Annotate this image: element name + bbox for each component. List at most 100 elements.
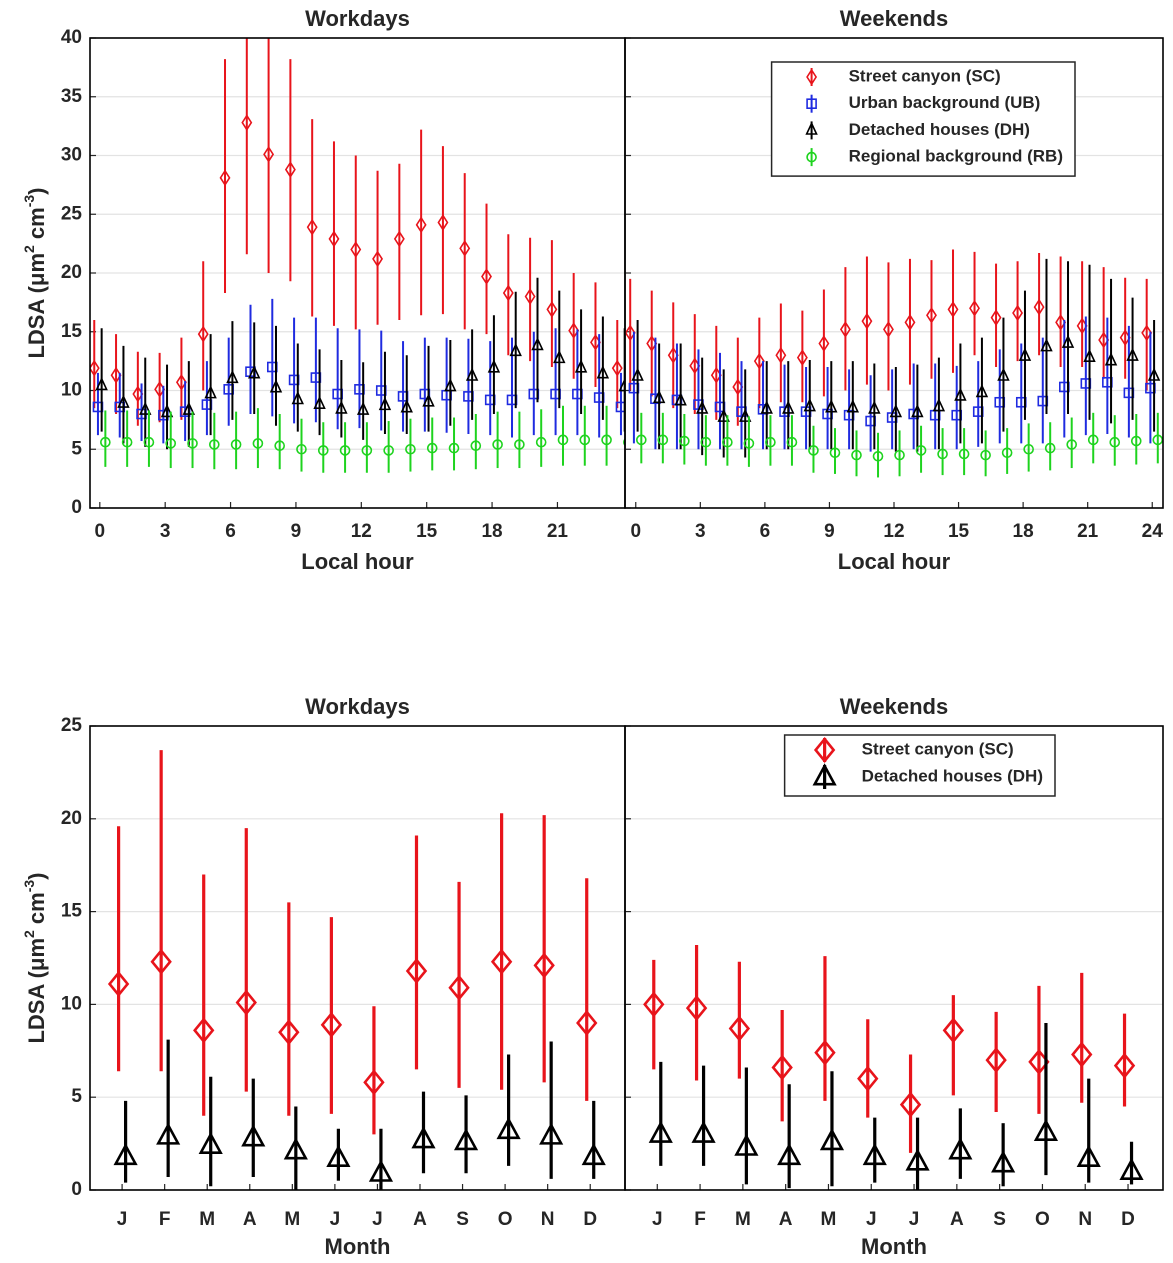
marker-triangle [400, 399, 413, 413]
marker-circle [100, 436, 111, 448]
legend-label: Regional background (RB) [849, 147, 1063, 166]
x-tick-label: S [993, 1209, 1006, 1230]
marker-diamond [1033, 298, 1045, 316]
marker-circle [872, 450, 884, 462]
marker-triangle [422, 393, 435, 407]
x-tick-label: M [735, 1209, 751, 1230]
marker-diamond [985, 1047, 1007, 1074]
marker-triangle [782, 400, 795, 414]
marker-diamond [284, 161, 296, 179]
marker-diamond [481, 268, 492, 286]
x-tick-label: 3 [160, 521, 171, 542]
marker-diamond [990, 309, 1002, 327]
marker-triangle [156, 1122, 181, 1145]
marker-triangle [911, 403, 924, 418]
marker-triangle [117, 394, 130, 408]
marker-diamond [320, 1011, 343, 1038]
marker-circle [426, 442, 438, 454]
marker-triangle [825, 399, 838, 413]
panel-frame [624, 725, 1164, 1191]
x-tick-label: D [1121, 1209, 1135, 1230]
marker-triangle [932, 398, 946, 412]
marker-diamond [415, 216, 427, 234]
marker-circle [657, 434, 669, 446]
marker-circle [405, 443, 416, 455]
x-tick-label: 15 [948, 521, 970, 542]
y-tick-label: 10 [61, 380, 82, 401]
marker-triangle [889, 403, 903, 418]
marker-triangle [777, 1142, 802, 1166]
x-tick-label: 0 [95, 521, 106, 542]
marker-triangle [905, 1148, 930, 1171]
x-tick-label: N [1078, 1209, 1092, 1230]
marker-diamond [685, 995, 708, 1022]
marker-triangle [691, 1120, 716, 1143]
legend: Street canyon (SC) Detached houses (DH) [783, 734, 1056, 797]
y-axis-label: LDSA (μm2 cm-3) [21, 187, 49, 358]
marker-triangle [948, 1137, 973, 1160]
marker-triangle [1126, 347, 1139, 361]
marker-diamond [502, 284, 514, 302]
marker-circle [601, 434, 612, 446]
plot-area [643, 945, 1144, 1190]
marker-triangle [631, 367, 644, 381]
marker-diamond [1141, 324, 1153, 342]
marker-triangle [411, 1126, 436, 1149]
marker-circle [915, 445, 927, 456]
x-tick-label: 9 [291, 521, 302, 542]
marker-circle [829, 447, 841, 459]
marker-triangle [531, 336, 544, 351]
marker-circle [894, 449, 905, 461]
marker-triangle [113, 1142, 138, 1166]
marker-diamond [459, 239, 471, 257]
x-tick-label: D [583, 1209, 597, 1230]
marker-diamond [806, 68, 818, 86]
y-tick-label: 0 [71, 497, 82, 518]
panel-frame [624, 37, 1164, 509]
y-axis-label-part: cm [24, 207, 49, 245]
marker-diamond [533, 952, 555, 979]
marker-triangle [539, 1122, 564, 1145]
x-tick-label: 21 [1077, 521, 1099, 542]
marker-square [615, 401, 625, 413]
marker-diamond [818, 335, 830, 352]
y-tick-label: 40 [61, 27, 82, 48]
y-axis-label-part: ) [24, 872, 49, 879]
legend-label: Urban background (UB) [849, 93, 1041, 112]
x-tick-label: J [372, 1209, 383, 1230]
marker-circle [121, 436, 133, 448]
marker-triangle [247, 365, 261, 379]
y-tick-label: 0 [71, 1179, 82, 1200]
marker-diamond [306, 218, 318, 236]
x-tick-label: S [456, 1209, 469, 1230]
marker-triangle [241, 1124, 266, 1147]
panel-title: Weekends [840, 694, 948, 719]
marker-triangle [760, 400, 773, 414]
marker-diamond [728, 1015, 751, 1042]
marker-circle [1066, 439, 1078, 450]
x-tick-label: 18 [1013, 521, 1034, 542]
marker-circle [383, 445, 394, 456]
x-tick-label: 21 [547, 521, 569, 542]
marker-diamond [278, 1019, 300, 1046]
x-tick-label: M [199, 1209, 215, 1230]
marker-triangle [95, 376, 108, 391]
marker-diamond [90, 359, 100, 377]
marker-circle [165, 438, 177, 449]
marker-triangle [139, 401, 152, 415]
marker-triangle [509, 342, 522, 357]
marker-triangle [487, 359, 501, 373]
x-tick-label: J [652, 1209, 663, 1230]
marker-triangle [997, 367, 1010, 381]
marker-circle [274, 440, 285, 452]
marker-diamond [814, 1039, 836, 1066]
x-axis-label: Local hour [301, 549, 414, 574]
marker-circle [339, 445, 351, 456]
marker-triangle [1076, 1144, 1101, 1167]
x-tick-label: A [779, 1209, 793, 1230]
marker-diamond [1113, 1052, 1136, 1079]
marker-circle [743, 438, 755, 449]
y-tick-label: 20 [61, 262, 82, 283]
marker-diamond [1071, 1041, 1093, 1068]
